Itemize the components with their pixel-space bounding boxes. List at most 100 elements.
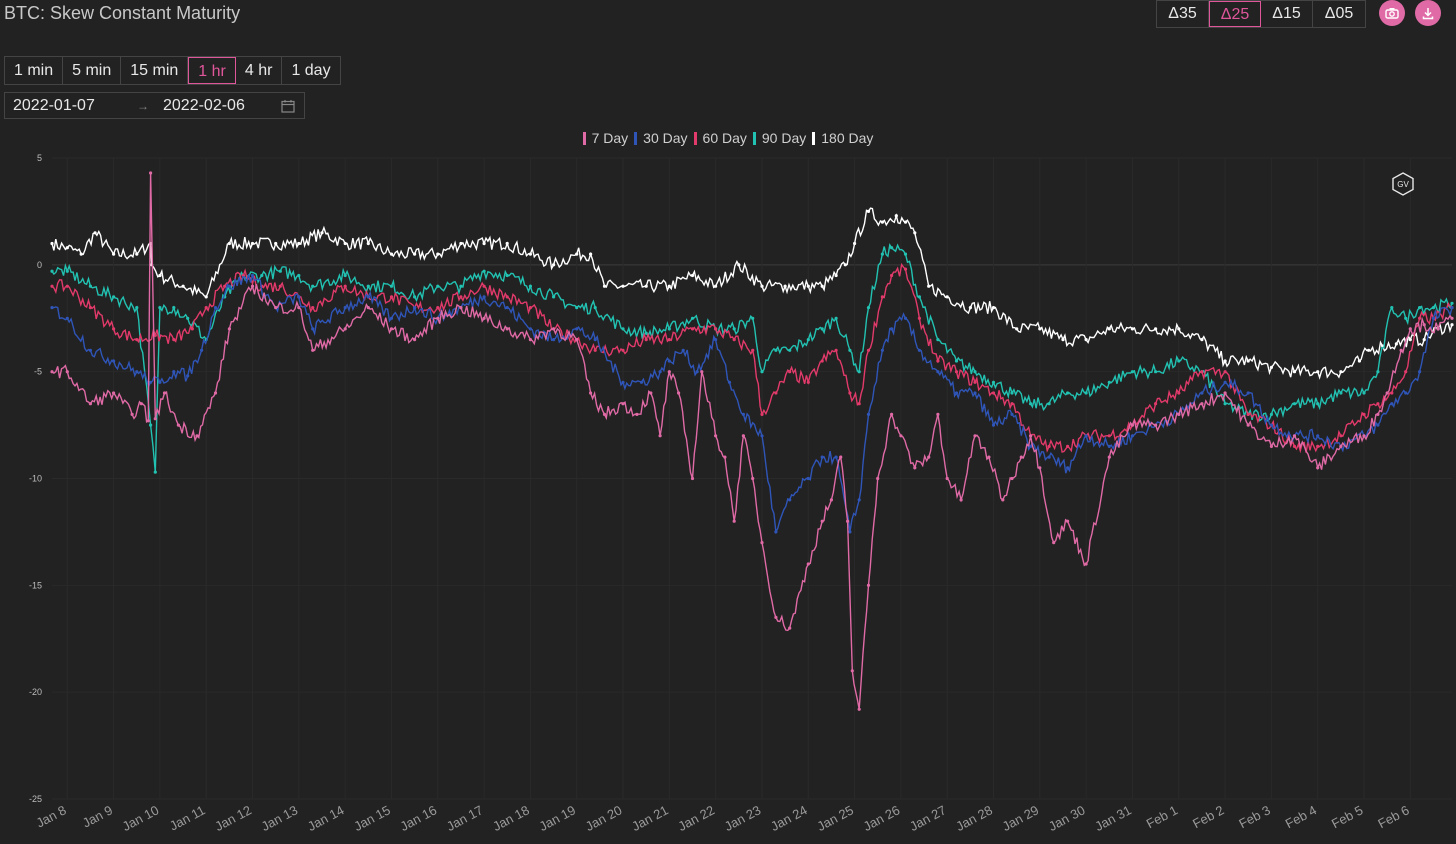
data-point	[880, 295, 885, 299]
download-button[interactable]	[1415, 0, 1441, 26]
data-point	[890, 246, 894, 250]
data-point	[894, 214, 898, 218]
data-point	[552, 327, 556, 331]
x-tick-label: Jan 22	[676, 802, 718, 834]
series-60-day	[50, 262, 1454, 454]
interval-15min-button[interactable]: 15 min	[121, 57, 189, 84]
data-point	[1200, 370, 1204, 374]
data-point	[153, 470, 157, 474]
data-point	[690, 316, 695, 320]
screenshot-button[interactable]	[1379, 0, 1405, 26]
data-point	[297, 295, 301, 299]
data-point	[936, 338, 940, 342]
data-point	[389, 327, 394, 331]
legend-item[interactable]: 7 Day	[582, 130, 628, 146]
interval-1day-button[interactable]: 1 day	[291, 62, 331, 79]
y-tick-label: -20	[29, 687, 42, 697]
calendar-icon[interactable]	[281, 99, 295, 113]
data-point	[1422, 338, 1426, 342]
data-point	[843, 263, 847, 267]
data-point	[1130, 434, 1134, 438]
data-point	[50, 284, 54, 288]
data-point	[575, 306, 579, 310]
data-point	[1200, 391, 1204, 395]
data-point	[774, 615, 778, 620]
data-point	[482, 295, 486, 299]
data-point	[1408, 338, 1412, 342]
data-point	[1177, 391, 1181, 395]
date-start-field[interactable]: 2022-01-07	[13, 97, 95, 114]
data-point	[1223, 359, 1227, 363]
data-point	[751, 476, 755, 481]
data-point	[903, 267, 908, 271]
delta-selector: Δ35 Δ25 Δ15 Δ05	[1156, 0, 1366, 28]
data-point	[1404, 370, 1408, 374]
x-tick-label: Jan 18	[490, 802, 532, 834]
data-point	[760, 434, 764, 438]
data-point	[1422, 323, 1426, 327]
data-point	[714, 284, 718, 288]
data-point	[413, 295, 417, 299]
data-point	[621, 380, 625, 384]
data-point	[1154, 327, 1158, 331]
data-point	[1029, 434, 1033, 438]
x-tick-label: Jan 24	[768, 802, 810, 834]
data-point	[552, 263, 556, 267]
data-point	[834, 455, 838, 459]
x-tick-label: Jan 11	[167, 802, 208, 833]
legend-label: 60 Day	[702, 130, 747, 146]
legend-item[interactable]: 60 Day	[693, 130, 747, 146]
data-point	[1339, 391, 1343, 395]
y-tick-label: 5	[37, 153, 42, 163]
data-point	[635, 412, 639, 416]
interval-1hr-button[interactable]: 1 hr	[188, 57, 236, 84]
data-point	[343, 306, 347, 310]
data-point	[1394, 342, 1398, 346]
data-point	[903, 220, 908, 224]
data-point	[88, 402, 92, 406]
data-point	[991, 423, 996, 427]
interval-1min-button[interactable]: 1 min	[5, 57, 64, 84]
data-point	[505, 306, 509, 310]
data-point	[1038, 466, 1042, 470]
data-point	[186, 316, 190, 320]
data-point	[1047, 455, 1051, 459]
x-tick-label: Jan 9	[80, 802, 115, 830]
data-point	[1177, 359, 1181, 363]
x-tick-label: Jan 15	[351, 802, 393, 834]
data-point	[1292, 434, 1297, 438]
data-point	[927, 455, 931, 459]
data-point	[866, 348, 871, 352]
legend-item[interactable]: 180 Day	[812, 130, 873, 146]
data-point	[644, 284, 648, 288]
data-point	[227, 327, 231, 331]
data-point	[1246, 359, 1250, 363]
legend-item[interactable]: 30 Day	[634, 130, 688, 146]
x-tick-label: Jan 25	[814, 802, 856, 834]
data-point	[700, 370, 704, 374]
data-point	[644, 331, 648, 335]
data-point	[723, 455, 727, 459]
data-point	[1066, 444, 1070, 448]
data-point	[667, 338, 671, 342]
y-tick-label: -25	[29, 794, 42, 804]
data-point	[88, 284, 92, 288]
date-end-field[interactable]: 2022-02-06	[163, 97, 245, 114]
delta-05-button[interactable]: Δ05	[1324, 5, 1354, 22]
interval-4hr-button[interactable]: 4 hr	[236, 57, 283, 84]
data-point	[1431, 306, 1436, 310]
data-point	[190, 327, 194, 331]
delta-15-button[interactable]: Δ15	[1261, 1, 1313, 27]
legend-item[interactable]: 90 Day	[752, 130, 806, 146]
date-range-picker[interactable]: 2022-01-07 → 2022-02-06	[4, 92, 305, 119]
data-point	[945, 476, 949, 481]
delta-35-button[interactable]: Δ35	[1157, 1, 1209, 27]
interval-5min-button[interactable]: 5 min	[63, 57, 122, 84]
delta-25-button[interactable]: Δ25	[1209, 1, 1261, 27]
data-point	[602, 412, 607, 416]
data-point	[1292, 370, 1297, 374]
data-point	[1107, 380, 1111, 384]
data-point	[1066, 519, 1070, 523]
data-point	[991, 306, 996, 310]
data-point	[1436, 327, 1440, 331]
